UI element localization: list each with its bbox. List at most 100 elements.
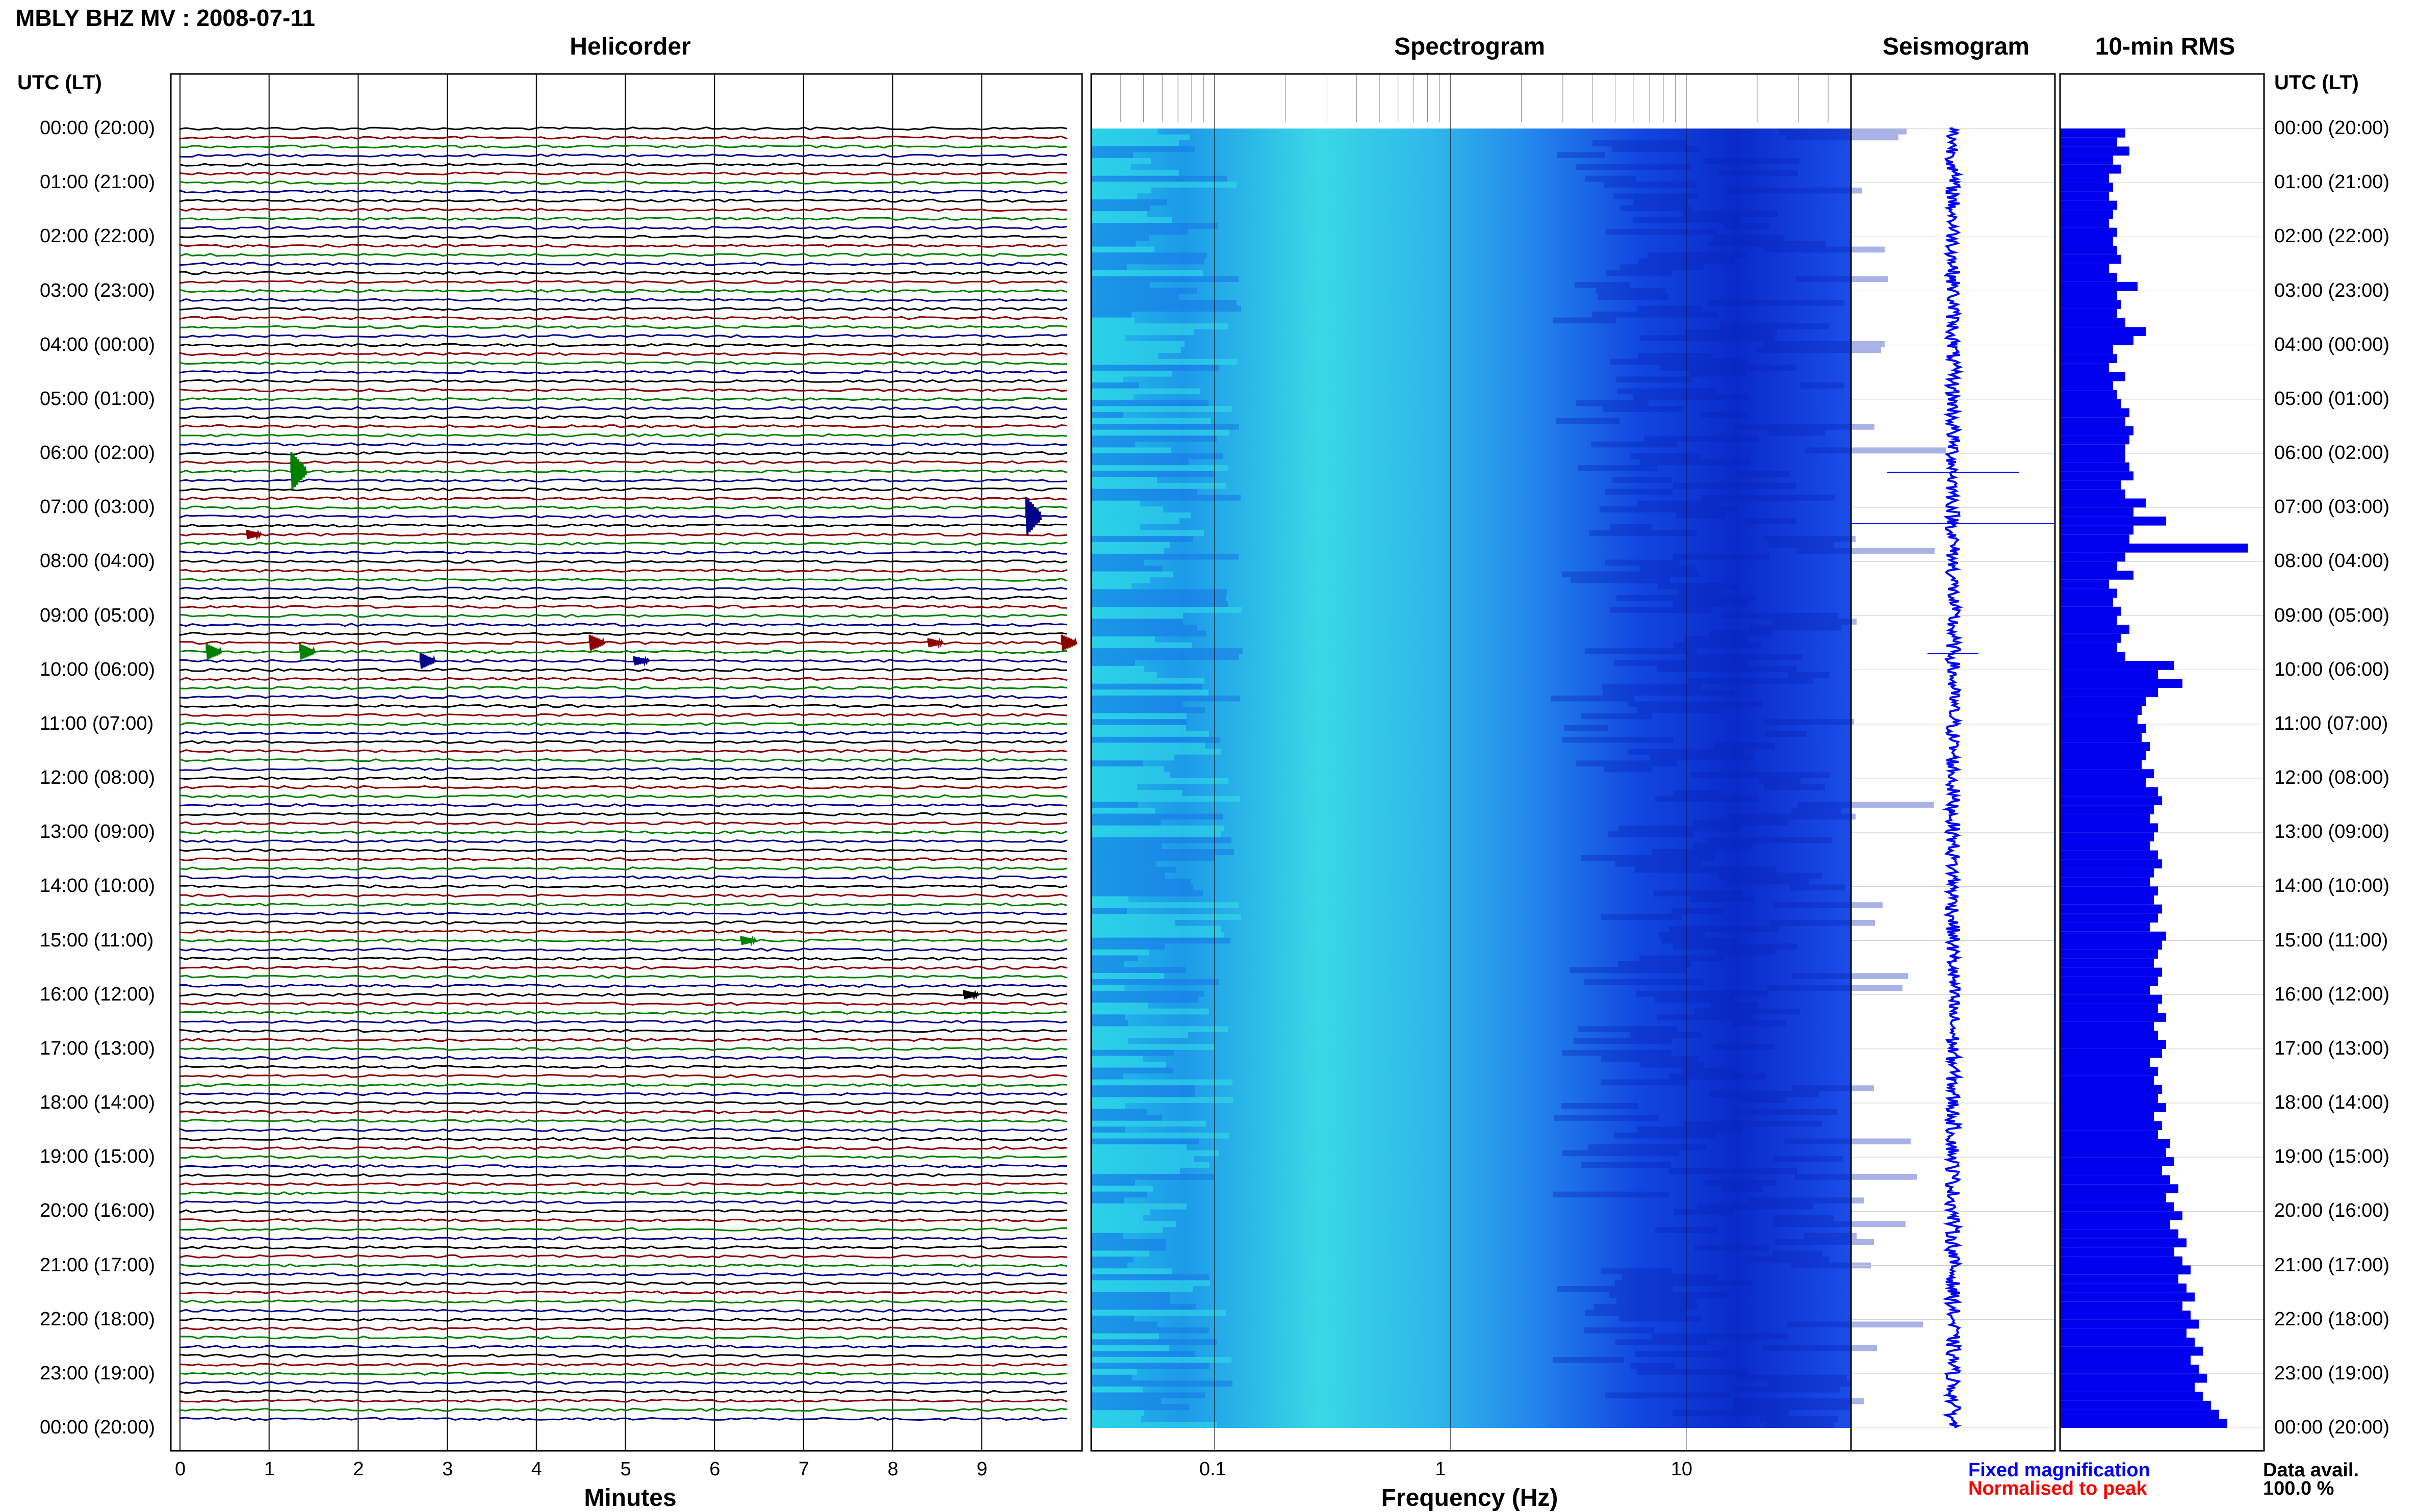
hour-label-left: 15:00 (11:00) [40,929,154,951]
helicorder-trace-row [179,920,1068,925]
hour-label-right: 15:00 (11:00) [2274,929,2388,951]
helicorder-trace-row [179,144,1068,149]
spectrogram-row-band [1091,819,1161,826]
helicorder-trace-row [179,1137,1068,1141]
rms-bar [2060,561,2117,571]
spectrogram-row-band [1705,1180,1776,1186]
rms-bar [2060,886,2158,895]
helicorder-trace-row [179,631,1068,636]
rms-bar [2060,1419,2227,1428]
spectrogram-row-band [1760,1416,1838,1422]
rms-bar [2060,904,2162,914]
helicorder-trace-row [179,938,1068,943]
spectrogram-row-band [1091,589,1227,595]
helicorder-trace-row [179,956,1068,961]
spectrogram-row-band [1091,908,1127,914]
helicorder-trace-row [179,713,1068,717]
spectrogram-row-band [1706,837,1832,843]
rms-bar [2060,1319,2199,1329]
rms-bar [2060,1112,2154,1121]
spectrogram-row-band [1091,1333,1159,1340]
spectrogram-row-band [1694,1245,1769,1251]
spectrogram-row-band [1091,252,1207,259]
spectrogram-row-band [1091,943,1165,950]
spectrogram-row-band [1637,707,1721,713]
rms-bar [2060,859,2162,868]
spectrogram-row-band [1650,754,1754,761]
helicorder-trace-row [179,279,1068,284]
spectrogram-row-band [1091,1156,1194,1162]
rms-bar [2060,679,2182,688]
rms-bar [2060,598,2113,607]
spectrogram-row-band [1574,1038,1672,1044]
spectrogram-row-band [1091,175,1227,182]
rms-bar [2060,1256,2182,1266]
spectrogram-row-band [1618,825,1739,832]
rms-bar [2060,1021,2154,1031]
spectrogram-row-band [1796,276,1888,283]
rms-bar [2060,471,2133,481]
spectrogram-row-band [1091,861,1156,867]
helicorder-trace-row [179,306,1068,311]
rms-bar [2060,814,2150,824]
spectrogram-row-band [1617,388,1716,395]
hour-label-right: 11:00 (07:00) [2274,712,2388,734]
hour-label-left: 19:00 (15:00) [40,1146,156,1168]
helicorder-trace-row [179,983,1068,988]
spectrogram-row-band [1091,1257,1134,1263]
spectrogram-row-band [1591,441,1678,448]
helicorder-trace-row [179,848,1068,853]
helicorder-trace-row [179,451,1068,456]
rms-bar [2060,940,2162,950]
spectrogram-row-band [1609,1292,1729,1298]
spectrogram-row-band [1637,1369,1747,1375]
rms-bar [2060,489,2125,499]
spectrogram-row-band [1091,660,1135,666]
spectrogram-row-band [1779,129,1907,135]
legend-fixed-magnification: Fixed magnification [1968,1459,2150,1481]
rms-bar [2060,164,2121,174]
spectrogram-row-band [1737,1374,1847,1381]
hour-label-left: 06:00 (02:00) [40,442,156,464]
spectrogram-row-band [1091,1008,1209,1015]
spectrogram-row-band [1786,134,1898,141]
rms-bar [2060,1346,2203,1356]
helicorder-trace-row [179,361,1068,366]
rms-bar [2060,1328,2187,1338]
rms-bar [2060,408,2129,418]
rms-bar [2060,354,2117,364]
hour-label-right: 06:00 (02:00) [2274,442,2390,464]
rms-bar [2060,273,2117,282]
spectrogram-row-band [1756,347,1881,353]
hour-label-right: 23:00 (19:00) [2274,1362,2390,1384]
spectrogram-row-band [1091,1132,1229,1139]
helicorder-event [927,637,944,649]
spectrogram-row-band [1805,447,1946,453]
spectrogram-row-band [1768,429,1825,436]
spectrogram-title: Spectrogram [1394,33,1546,60]
helicorder-event [299,644,316,660]
spectrogram-row-band [1091,1363,1210,1369]
spectrogram-row-band [1091,524,1140,530]
spectrogram-row-band [1091,725,1186,731]
rms-bar [2060,210,2113,219]
spectrogram-row-band [1091,1268,1172,1274]
helicorder-trace-row [179,1101,1068,1106]
spectrogram-row-band [1792,1085,1874,1091]
hour-label-left: 09:00 (05:00) [40,604,156,626]
spectrogram-row-band [1683,1067,1737,1074]
spectrogram-row-band [1091,465,1228,471]
spectrogram-grid [1091,74,1829,1451]
helicorder-trace-row [179,704,1068,708]
spectrogram-row-band [1091,264,1127,270]
spectrogram-row-band [1658,583,1739,590]
helicorder-trace-row [179,271,1068,275]
helicorder-trace-row [179,1353,1068,1358]
minutes-axis-label: Minutes [584,1484,677,1511]
hour-label-right: 08:00 (04:00) [2274,550,2390,572]
spectrogram-row-band [1660,365,1796,371]
spectrogram-row-band [1612,146,1700,152]
spectrogram-row-texture [1091,129,1946,1428]
spectrogram-row-band [1091,1221,1176,1227]
spectrogram-row-band [1683,211,1778,217]
